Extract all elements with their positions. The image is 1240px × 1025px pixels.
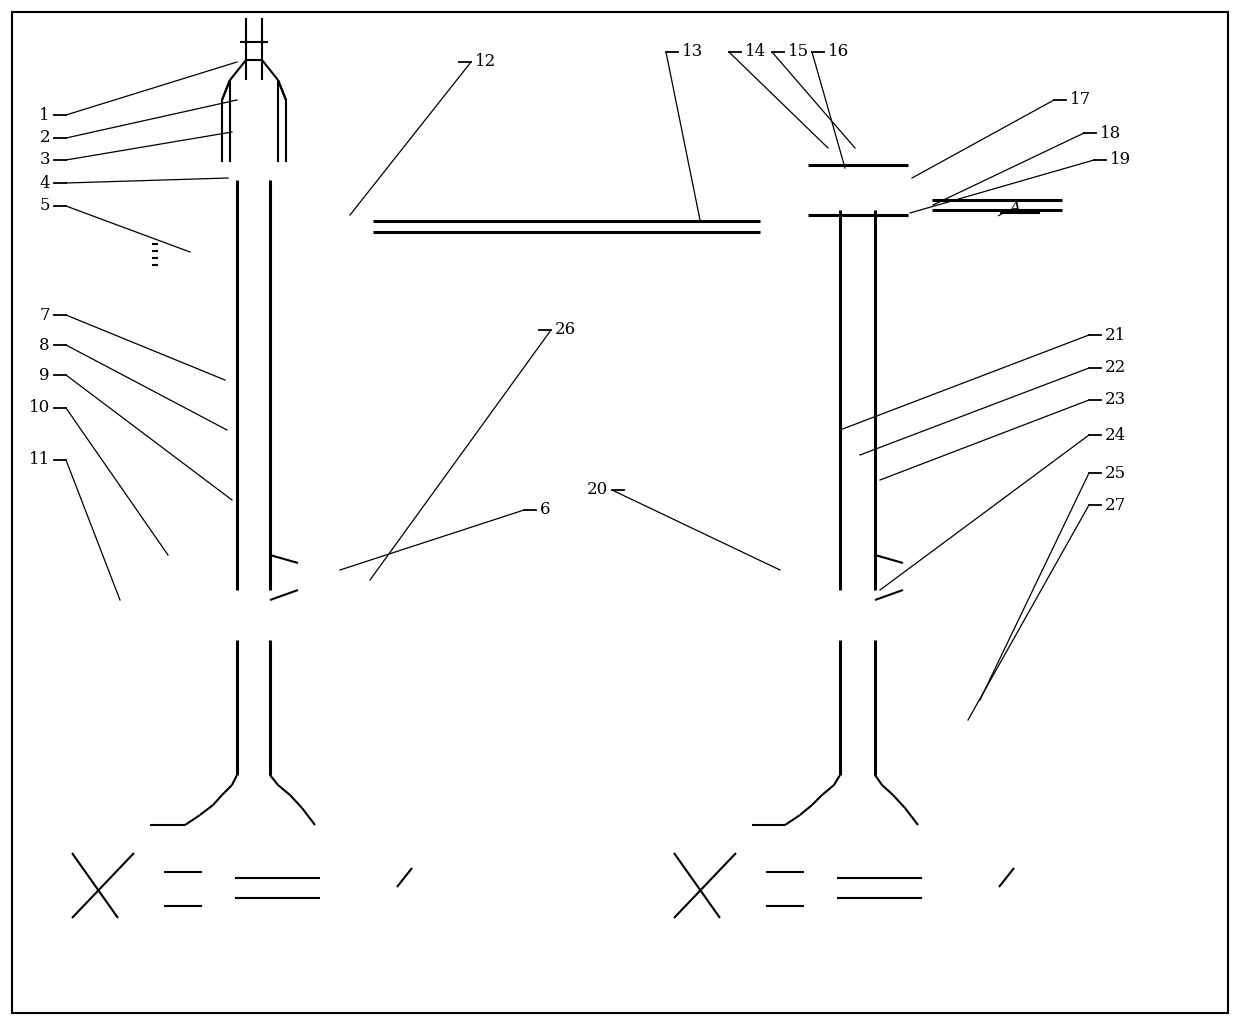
Text: 21: 21 xyxy=(1105,327,1126,343)
Bar xyxy=(839,445,858,485)
Bar xyxy=(157,243,193,263)
Bar xyxy=(238,200,298,300)
Text: 4: 4 xyxy=(40,174,50,192)
Text: 14: 14 xyxy=(745,43,766,60)
Text: 16: 16 xyxy=(828,43,849,60)
Bar xyxy=(861,450,885,500)
Circle shape xyxy=(370,859,425,915)
Bar xyxy=(81,860,126,910)
Text: 20: 20 xyxy=(587,482,608,498)
Text: 10: 10 xyxy=(29,400,50,416)
Text: 17: 17 xyxy=(1070,91,1091,109)
Bar xyxy=(751,825,1032,905)
Bar xyxy=(808,165,908,215)
Circle shape xyxy=(866,455,901,491)
Text: 8: 8 xyxy=(40,336,50,354)
Bar xyxy=(737,865,766,905)
Bar xyxy=(790,425,839,545)
Text: 13: 13 xyxy=(682,43,703,60)
Text: 15: 15 xyxy=(787,43,810,60)
Circle shape xyxy=(966,854,1032,920)
Bar xyxy=(858,133,882,161)
Bar xyxy=(923,869,952,909)
Text: 6: 6 xyxy=(539,501,551,519)
Bar xyxy=(150,825,430,905)
Text: 5: 5 xyxy=(40,198,50,214)
Bar xyxy=(856,130,885,165)
Bar xyxy=(682,860,729,910)
Bar xyxy=(861,126,879,136)
Bar xyxy=(804,869,837,909)
Bar xyxy=(826,133,849,161)
Circle shape xyxy=(365,854,430,920)
Text: 1: 1 xyxy=(40,107,50,123)
Text: 25: 25 xyxy=(1105,464,1126,482)
Text: 9: 9 xyxy=(40,367,50,383)
Text: 23: 23 xyxy=(1105,392,1126,409)
Bar xyxy=(270,555,295,600)
Bar xyxy=(190,162,345,337)
Bar xyxy=(823,130,853,165)
Bar xyxy=(68,935,467,977)
Text: 22: 22 xyxy=(1105,360,1126,376)
Text: 26: 26 xyxy=(556,322,577,338)
Bar xyxy=(875,555,900,600)
Bar xyxy=(775,445,794,485)
Bar xyxy=(224,184,310,320)
Bar xyxy=(670,935,1070,977)
Bar xyxy=(153,240,165,266)
Bar xyxy=(815,555,839,600)
Bar xyxy=(830,126,847,136)
Bar xyxy=(213,555,238,600)
Bar xyxy=(903,543,961,598)
Text: 3: 3 xyxy=(40,152,50,168)
Bar xyxy=(932,193,950,218)
Bar xyxy=(952,874,968,904)
Text: 2: 2 xyxy=(40,129,50,147)
Bar xyxy=(134,865,164,905)
Text: A: A xyxy=(1009,201,1021,215)
Bar xyxy=(320,869,350,909)
Bar xyxy=(345,210,373,270)
Text: 12: 12 xyxy=(475,53,496,71)
Circle shape xyxy=(1044,187,1080,223)
Bar xyxy=(202,869,236,909)
Text: 11: 11 xyxy=(29,451,50,468)
Bar xyxy=(350,874,366,904)
Bar xyxy=(823,175,888,210)
Text: 27: 27 xyxy=(1105,496,1126,514)
Bar xyxy=(910,173,932,258)
Bar xyxy=(72,853,134,918)
Bar xyxy=(298,543,356,598)
Circle shape xyxy=(971,859,1027,915)
Text: 24: 24 xyxy=(1105,426,1126,444)
Text: 7: 7 xyxy=(40,306,50,324)
Bar xyxy=(241,18,268,46)
Bar xyxy=(675,853,737,918)
Text: 18: 18 xyxy=(1100,124,1121,141)
Text: 19: 19 xyxy=(1110,152,1131,168)
